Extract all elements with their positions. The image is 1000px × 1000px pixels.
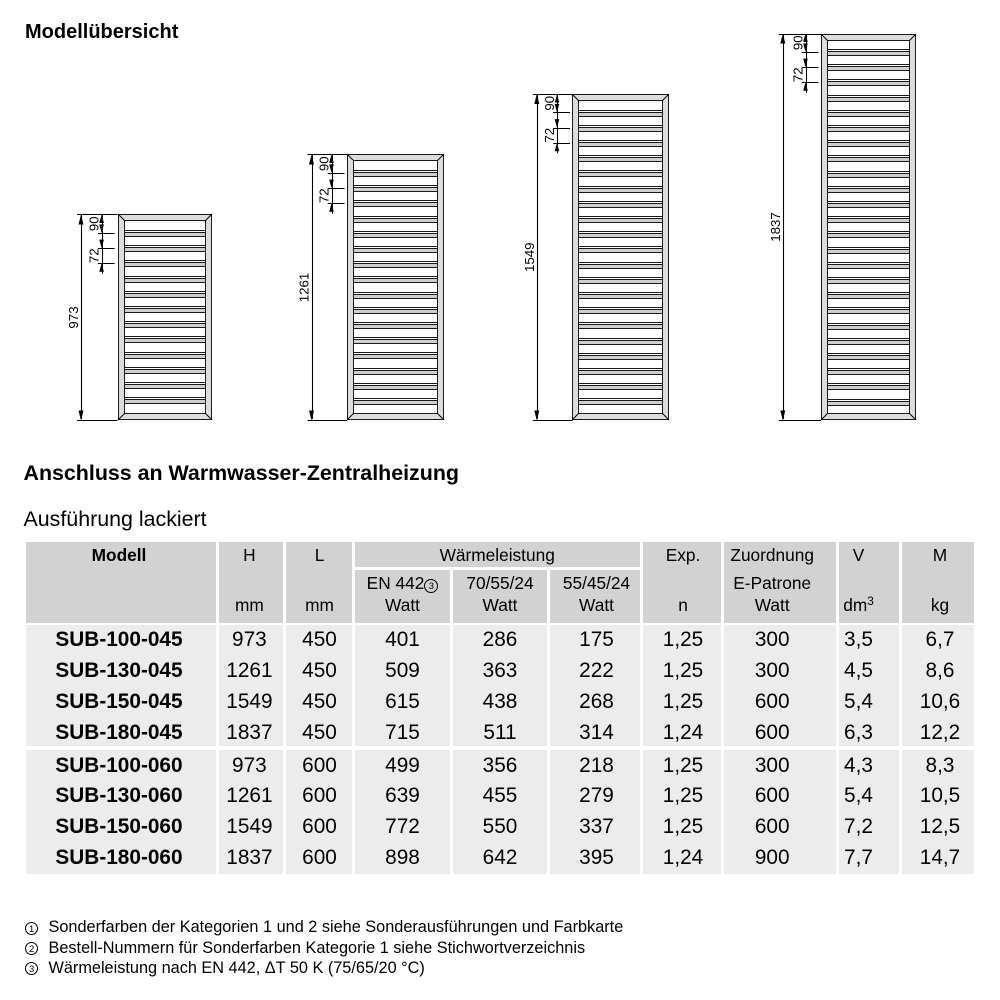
svg-text:90: 90 <box>542 96 557 111</box>
svg-text:1261: 1261 <box>297 273 312 303</box>
svg-text:1837: 1837 <box>768 212 783 242</box>
svg-text:72: 72 <box>87 248 102 263</box>
svg-text:72: 72 <box>317 188 332 203</box>
svg-text:72: 72 <box>542 128 557 143</box>
svg-text:1549: 1549 <box>522 242 537 272</box>
svg-text:90: 90 <box>87 216 102 231</box>
svg-text:90: 90 <box>791 35 806 50</box>
svg-text:72: 72 <box>791 67 806 82</box>
svg-text:973: 973 <box>66 306 81 328</box>
svg-text:90: 90 <box>317 156 332 171</box>
